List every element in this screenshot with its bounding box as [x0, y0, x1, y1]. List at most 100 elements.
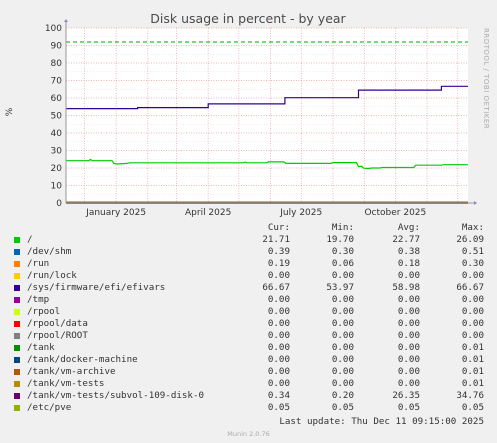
legend-row: /run/lock 0.00 0.00 0.00 0.00 [0, 270, 497, 282]
legend-header-cur: Cur: [267, 222, 290, 233]
legend-series-name: / [27, 234, 33, 245]
legend-min-value: 19.70 [326, 234, 354, 245]
legend-min-value: 0.05 [331, 402, 354, 413]
last-update: Last update: Thu Dec 11 09:15:00 2025 [279, 416, 484, 427]
legend-row: /tank 0.00 0.00 0.00 0.01 [0, 342, 497, 354]
legend-max-value: 34.76 [456, 390, 484, 401]
legend-series-name: /etc/pve [27, 402, 72, 413]
legend-max-value: 0.30 [461, 258, 484, 269]
x-tick-label: July 2025 [279, 208, 322, 218]
legend-avg-value: 0.38 [397, 246, 420, 257]
legend-min-value: 0.00 [331, 294, 354, 305]
legend-series-name: /rpool [27, 306, 61, 317]
legend-swatch [14, 249, 20, 255]
legend-min-value: 0.00 [331, 366, 354, 377]
legend-avg-value: 0.00 [397, 366, 420, 377]
legend-avg-value: 0.00 [397, 354, 420, 365]
legend-cur-value: 0.19 [267, 258, 290, 269]
legend-header: Cur: Min: Avg: Max: [0, 222, 497, 234]
y-tick-label: 60 [51, 94, 63, 104]
legend-swatch [14, 357, 20, 363]
y-tick-label: 10 [51, 182, 63, 192]
legend-series-name: /run/lock [27, 270, 77, 281]
legend-max-value: 66.67 [456, 282, 484, 293]
legend-row: /tank/vm-tests 0.00 0.00 0.00 0.01 [0, 378, 497, 390]
legend-max-value: 0.00 [461, 270, 484, 281]
legend-cur-value: 0.00 [267, 318, 290, 329]
legend-max-value: 0.01 [461, 378, 484, 389]
legend-series-name: /tank [27, 342, 55, 353]
legend-row: /tank/vm-tests/subvol-109-disk-0 0.34 0.20… [0, 390, 497, 402]
legend-cur-value: 0.39 [267, 246, 290, 257]
legend-avg-value: 58.98 [392, 282, 420, 293]
chart-title: Disk usage in percent - by year [150, 11, 346, 26]
legend-cur-value: 0.00 [267, 294, 290, 305]
legend-swatch [14, 273, 20, 279]
legend-min-value: 0.20 [331, 390, 354, 401]
legend-series-name: /dev/shm [27, 246, 72, 257]
legend-max-value: 0.00 [461, 330, 484, 341]
series-line [66, 85, 468, 110]
legend-header-max: Max: [461, 222, 484, 233]
legend-min-value: 0.00 [331, 318, 354, 329]
legend-avg-value: 0.18 [397, 258, 420, 269]
x-tick-label: January 2025 [85, 208, 146, 218]
y-tick-label: 70 [51, 77, 63, 87]
legend-swatch [14, 405, 20, 411]
legend-row: /rpool/data 0.00 0.00 0.00 0.00 [0, 318, 497, 330]
legend-series-name: /rpool/ROOT [27, 330, 88, 341]
legend-avg-value: 0.00 [397, 342, 420, 353]
legend-cur-value: 21.71 [262, 234, 290, 245]
legend-min-value: 0.00 [331, 330, 354, 341]
rrdtool-watermark: RRDTOOL / TOBI OETIKER [482, 28, 490, 129]
legend-min-value: 0.30 [331, 246, 354, 257]
legend-cur-value: 0.00 [267, 330, 290, 341]
y-tick-label: 0 [56, 199, 62, 209]
legend-series-name: /tank/docker-machine [27, 354, 138, 365]
legend-max-value: 0.00 [461, 318, 484, 329]
legend-max-value: 0.01 [461, 354, 484, 365]
y-axis-label: % [5, 107, 15, 116]
legend-avg-value: 22.77 [392, 234, 420, 245]
legend-cur-value: 0.00 [267, 378, 290, 389]
legend-cur-value: 0.00 [267, 354, 290, 365]
legend-series-name: /rpool/data [27, 318, 88, 329]
legend-series-name: /tank/vm-tests [27, 378, 105, 389]
legend-swatch [14, 237, 20, 243]
legend-avg-value: 0.00 [397, 318, 420, 329]
legend-max-value: 26.09 [456, 234, 484, 245]
y-tick-label: 40 [51, 129, 63, 139]
legend-swatch [14, 393, 20, 399]
legend-row: /tank/docker-machine 0.00 0.00 0.00 0.01 [0, 354, 497, 366]
legend-series-name: /sys/firmware/efi/efivars [27, 282, 166, 293]
legend-max-value: 0.51 [461, 246, 484, 257]
x-tick-label: April 2025 [185, 208, 231, 218]
legend-max-value: 0.01 [461, 342, 484, 353]
legend-row: /run 0.19 0.06 0.18 0.30 [0, 258, 497, 270]
legend-max-value: 0.00 [461, 294, 484, 305]
legend-row: /rpool/ROOT 0.00 0.00 0.00 0.00 [0, 330, 497, 342]
legend-header-avg: Avg: [397, 222, 420, 233]
legend-series-name: /tank/vm-archive [27, 366, 116, 377]
legend-row: /dev/shm 0.39 0.30 0.38 0.51 [0, 246, 497, 258]
legend-swatch [14, 381, 20, 387]
legend-row: /etc/pve 0.05 0.05 0.05 0.05 [0, 402, 497, 414]
legend-min-value: 0.00 [331, 378, 354, 389]
legend-row: / 21.71 19.70 22.77 26.09 [0, 234, 497, 246]
legend-swatch [14, 345, 20, 351]
legend-avg-value: 0.00 [397, 270, 420, 281]
legend-swatch [14, 261, 20, 267]
legend-cur-value: 0.00 [267, 306, 290, 317]
legend-cur-value: 0.00 [267, 366, 290, 377]
legend-row: /sys/firmware/efi/efivars 66.67 53.97 58.98… [0, 282, 497, 294]
legend-min-value: 0.00 [331, 342, 354, 353]
legend-min-value: 53.97 [326, 282, 354, 293]
legend-swatch [14, 285, 20, 291]
y-tick-label: 100 [45, 24, 62, 34]
legend-series-name: /tank/vm-tests/subvol-109-disk-0 [27, 390, 205, 401]
legend-avg-value: 0.00 [397, 306, 420, 317]
y-tick-label: 90 [51, 42, 63, 52]
y-tick-label: 20 [51, 164, 63, 174]
legend-swatch [14, 369, 20, 375]
